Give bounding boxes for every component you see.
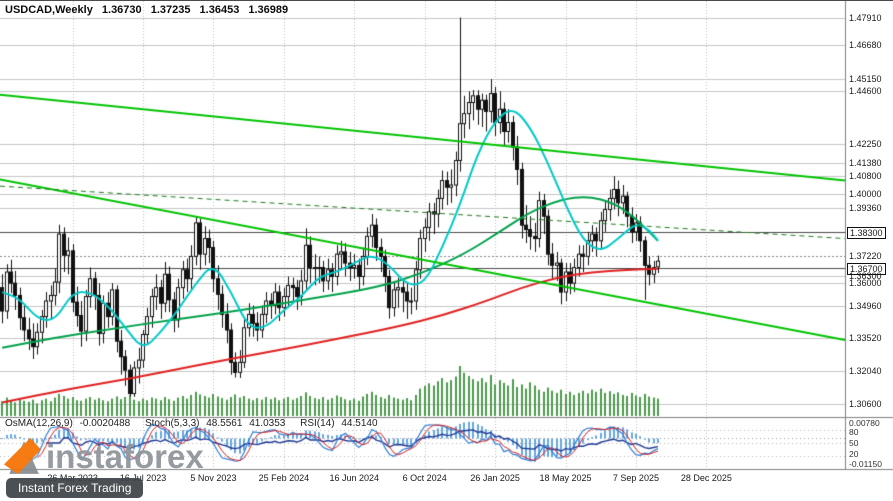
price-scale-label: 1.39360 <box>849 203 882 214</box>
stoch-d-value: 41.0353 <box>249 418 286 429</box>
price-scale-label: 1.40800 <box>849 171 882 182</box>
instaforex-watermark: instaforex Instant Forex Trading <box>4 438 204 498</box>
time-axis-label: 18 May 2025 <box>539 473 592 483</box>
rsi-label: RSI(14) <box>300 418 335 429</box>
indicator-scale-label: 0.00780 <box>849 418 880 428</box>
price-scale-label: 1.42250 <box>849 138 882 149</box>
price-scale-label: 1.36000 <box>849 278 882 289</box>
symbol-info: USDCAD,Weekly 1.36730 1.37235 1.36453 1.… <box>5 4 294 16</box>
indicator-scale-label: 80 <box>849 427 859 437</box>
watermark-tagline-badge: Instant Forex Trading <box>6 478 144 498</box>
price-scale-label: 1.32040 <box>849 366 882 377</box>
osma-value: -0.0020488 <box>79 418 131 429</box>
price-scale-label: 1.37220 <box>849 250 882 261</box>
price-scale-label: 1.45150 <box>849 74 882 85</box>
time-axis-label: 5 Nov 2023 <box>190 473 237 483</box>
time-axis-label: 7 Sep 2025 <box>612 473 659 483</box>
indicator-scale-label: 50 <box>849 438 859 448</box>
price-scale-label: 1.34960 <box>849 301 882 312</box>
price-scale-label: 1.33520 <box>849 333 882 344</box>
stoch-k-value: 48.5561 <box>206 418 243 429</box>
price-scale-label: 1.41380 <box>849 158 882 169</box>
price-scale-label: 1.46680 <box>849 39 882 50</box>
price-scale-label: 1.36300 <box>849 271 882 282</box>
time-axis-label: 28 Dec 2025 <box>680 473 732 483</box>
price-scale-label: 1.44600 <box>849 86 882 97</box>
indicator-values: OsMA(12,26,9) -0.0020488 Stoch(5,3,3) 48… <box>5 418 378 429</box>
price-scale-label: 1.40000 <box>849 188 882 199</box>
price-scale-label: 1.38300 <box>847 226 886 239</box>
price-scale-label: 1.47910 <box>849 12 882 23</box>
time-axis-label: 26 Jan 2025 <box>470 473 520 483</box>
symbol-timeframe-label: USDCAD,Weekly <box>5 4 93 16</box>
osma-label: OsMA(12,26,9) <box>5 418 73 429</box>
ohlc-close: 1.36989 <box>248 4 289 16</box>
time-axis-label: 6 Oct 2024 <box>402 473 447 483</box>
ohlc-high: 1.37235 <box>150 4 191 16</box>
instaforex-logo-icon <box>4 438 41 474</box>
indicator-scale-label: 20 <box>849 449 859 459</box>
time-axis-label: 25 Feb 2024 <box>258 473 310 483</box>
watermark-logo-row: instaforex <box>4 438 204 476</box>
time-axis-label: 16 Jun 2024 <box>329 473 380 483</box>
price-scale-label: 1.30600 <box>849 398 882 409</box>
time-axis-label: 16 Jul 2023 <box>119 473 167 483</box>
ohlc-low: 1.36453 <box>199 4 240 16</box>
ohlc-open: 1.36730 <box>101 4 142 16</box>
stoch-label: Stoch(5,3,3) <box>144 418 200 429</box>
watermark-brand-text: instaforex <box>46 438 204 475</box>
rsi-value: 44.5140 <box>341 418 378 429</box>
price-scale[interactable]: 1.47910 1.46680 1.45150 1.44600 1.42250 1.413… <box>845 1 893 501</box>
price-scale-label: 1.36700 <box>847 262 886 275</box>
indicator-scale-label: -0.01150 <box>849 459 882 469</box>
